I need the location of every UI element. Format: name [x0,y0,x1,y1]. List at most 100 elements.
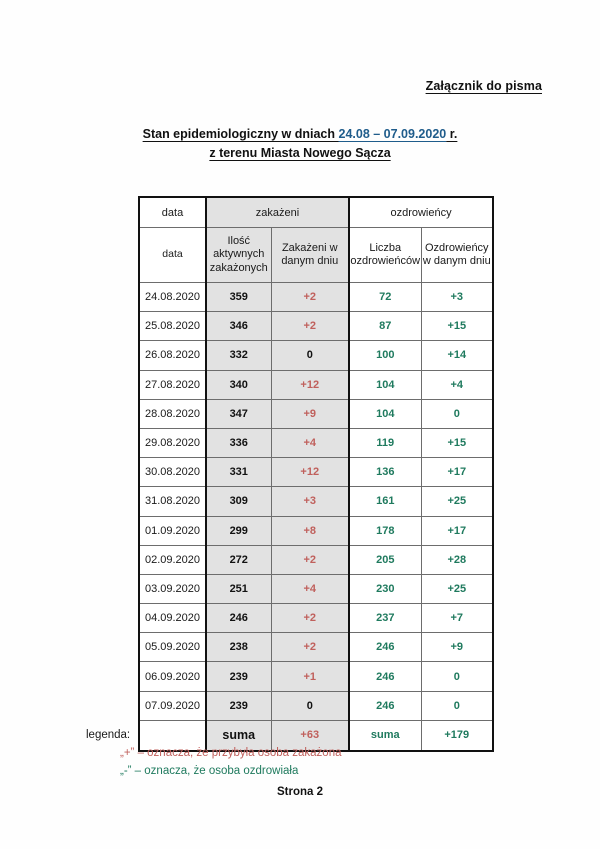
group-header-recovered: ozdrowieńcy [348,196,495,228]
cell-date: 26.08.2020 [138,340,207,371]
cell-recovered-new: +9 [420,632,495,663]
column-header-recovered-total: Liczba ozdrowieńców [348,227,422,283]
cell-recovered-total: 136 [348,457,422,488]
table-group-header-row: data zakażeni ozdrowieńcy [138,196,495,228]
page-title-prefix: Stan epidemiologiczny w dniach [142,127,339,141]
cell-recovered-total: 72 [348,281,422,313]
legend-minus-line: „-” – oznacza, że osoba ozdrowiała [120,764,299,777]
page-title: Stan epidemiologiczny w dniach 24.08 – 0… [0,125,600,163]
cell-date: 06.09.2020 [138,661,207,692]
table-row: 24.08.2020 359 +2 72 +3 [138,281,495,313]
cell-recovered-new: +25 [420,573,495,605]
cell-new-infected: +2 [270,544,351,575]
cell-active-infected: 347 [205,398,272,429]
cell-recovered-new: +15 [420,311,495,342]
column-header-active-infected: Ilość aktywnych zakażonych [205,227,272,283]
cell-date: 05.09.2020 [138,632,207,663]
cell-recovered-new: +14 [420,340,495,371]
cell-date: 03.09.2020 [138,573,207,605]
table-column-header-row: data Ilość aktywnych zakażonych Zakażeni… [138,227,495,283]
cell-new-infected: +4 [270,427,351,459]
cell-recovered-total: 230 [348,573,422,605]
cell-active-infected: 332 [205,340,272,371]
cell-recovered-total: 104 [348,369,422,400]
cell-active-infected: 246 [205,603,272,634]
page-title-line-2: z terenu Miasta Nowego Sącza [209,146,391,160]
cell-recovered-total: 246 [348,632,422,663]
cell-date: 24.08.2020 [138,281,207,313]
cell-summary-date [138,719,207,752]
table-row: 05.09.2020 238 +2 246 +9 [138,632,495,663]
cell-new-infected: +2 [270,281,351,313]
table-row: 28.08.2020 347 +9 104 0 [138,398,495,429]
legend-plus-line: „+” – oznacza, że przybyła osoba zakażon… [120,747,342,759]
cell-recovered-total: 246 [348,690,422,721]
table-row: 01.09.2020 299 +8 178 +17 [138,515,495,546]
table-row: 02.09.2020 272 +2 205 +28 [138,544,495,575]
cell-new-infected: +2 [270,603,351,634]
cell-recovered-total: 178 [348,515,422,546]
cell-new-infected: +2 [270,311,351,342]
group-header-date: data [138,196,207,228]
legend-items: „+” – oznacza, że przybyła osoba zakażon… [120,745,342,780]
cell-date: 25.08.2020 [138,311,207,342]
cell-summary-active-label: suma [205,719,272,752]
cell-new-infected: +12 [270,457,351,488]
cell-recovered-new: 0 [420,398,495,429]
table-row: 04.09.2020 246 +2 237 +7 [138,603,495,634]
table-row: 03.09.2020 251 +4 230 +25 [138,573,495,605]
cell-recovered-new: +3 [420,281,495,313]
cell-date: 01.09.2020 [138,515,207,546]
table-row: 26.08.2020 332 0 100 +14 [138,340,495,371]
cell-date: 31.08.2020 [138,486,207,517]
cell-active-infected: 239 [205,661,272,692]
cell-recovered-total: 246 [348,661,422,692]
cell-recovered-new: 0 [420,661,495,692]
cell-recovered-total: 100 [348,340,422,371]
cell-recovered-new: +17 [420,457,495,488]
page-title-date-range: 24.08 – 07.09.2020 [338,127,447,141]
cell-active-infected: 251 [205,573,272,605]
cell-recovered-new: 0 [420,690,495,721]
cell-recovered-total: 119 [348,427,422,459]
table-row: 06.09.2020 239 +1 246 0 [138,661,495,692]
cell-recovered-total: 104 [348,398,422,429]
table-row: 29.08.2020 336 +4 119 +15 [138,427,495,459]
legend-heading: legenda: [86,729,131,741]
table-row: 31.08.2020 309 +3 161 +25 [138,486,495,517]
cell-new-infected: 0 [270,690,351,721]
epidemiological-table: data zakażeni ozdrowieńcy data Ilość akt… [138,196,495,752]
cell-active-infected: 359 [205,281,272,313]
cell-new-infected: 0 [270,340,351,371]
cell-date: 29.08.2020 [138,427,207,459]
cell-date: 27.08.2020 [138,369,207,400]
cell-recovered-total: 205 [348,544,422,575]
cell-date: 02.09.2020 [138,544,207,575]
cell-summary-recovered-label: suma [348,719,422,752]
cell-active-infected: 346 [205,311,272,342]
cell-recovered-new: +15 [420,427,495,459]
cell-active-infected: 309 [205,486,272,517]
cell-recovered-new: +17 [420,515,495,546]
cell-date: 07.09.2020 [138,690,207,721]
attachment-heading: Załącznik do pisma [425,79,542,93]
cell-active-infected: 340 [205,369,272,400]
cell-recovered-total: 87 [348,311,422,342]
cell-active-infected: 239 [205,690,272,721]
epidemiological-table-wrapper: data zakażeni ozdrowieńcy data Ilość akt… [138,196,495,752]
cell-new-infected: +1 [270,661,351,692]
cell-recovered-total: 161 [348,486,422,517]
column-header-new-infected: Zakażeni w danym dniu [270,227,351,283]
cell-new-infected: +9 [270,398,351,429]
page-title-suffix: r. [446,127,458,141]
cell-new-infected: +2 [270,632,351,663]
cell-active-infected: 331 [205,457,272,488]
cell-active-infected: 272 [205,544,272,575]
cell-active-infected: 238 [205,632,272,663]
page-title-line-1: Stan epidemiologiczny w dniach 24.08 – 0… [0,125,600,144]
group-header-infected: zakażeni [205,196,351,228]
cell-recovered-new: +28 [420,544,495,575]
cell-summary-recovered-new: +179 [420,719,495,752]
cell-active-infected: 299 [205,515,272,546]
